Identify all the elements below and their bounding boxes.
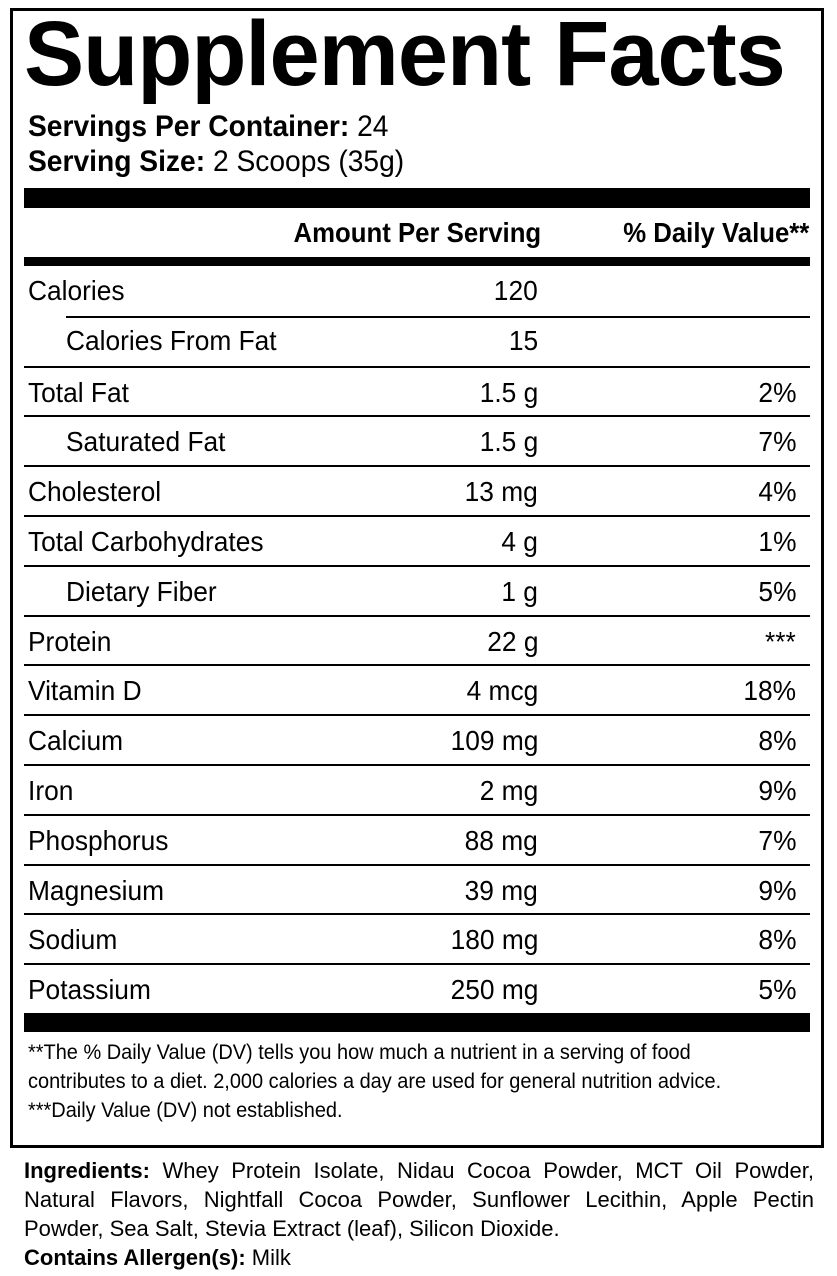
nutrient-amount: 15 bbox=[508, 324, 538, 356]
nutrient-name: Magnesium bbox=[28, 874, 165, 906]
nutrient-row: Vitamin D 4 mcg 18% bbox=[24, 664, 810, 714]
not-established-footnote: ***Daily Value (DV) not established. bbox=[28, 1099, 343, 1122]
panel-title: Supplement Facts bbox=[24, 3, 786, 105]
nutrient-daily-value: 7% bbox=[757, 426, 796, 458]
nutrient-amount: 39 mg bbox=[464, 874, 538, 906]
nutrient-name: Phosphorus bbox=[28, 824, 169, 856]
nutrient-daily-value: 5% bbox=[757, 575, 796, 607]
nutrient-row: Cholesterol 13 mg 4% bbox=[24, 465, 810, 515]
nutrient-table: Calories 120 Calories From Fat 15 Total Fat 1… bbox=[24, 266, 810, 1013]
nutrient-row: Dietary Fiber 1 g 5% bbox=[24, 564, 810, 615]
footnotes: **The % Daily Value (DV) tells you how m… bbox=[28, 1038, 769, 1125]
dv-footnote: **The % Daily Value (DV) tells you how m… bbox=[28, 1041, 722, 1093]
medium-divider bbox=[24, 257, 810, 266]
nutrient-row: Saturated Fat 1.5 g 7% bbox=[24, 415, 810, 465]
nutrient-row: Magnesium 39 mg 9% bbox=[24, 863, 810, 914]
allergens-value: Milk bbox=[251, 1245, 291, 1270]
nutrient-row: Total Carbohydrates 4 g 1% bbox=[24, 514, 810, 565]
nutrient-name: Saturated Fat bbox=[66, 426, 226, 458]
supplement-facts-panel bbox=[10, 8, 824, 1148]
nutrient-amount: 120 bbox=[494, 275, 538, 306]
nutrient-daily-value: 9% bbox=[757, 774, 796, 806]
nutrient-row: Calories 120 bbox=[24, 266, 810, 316]
nutrient-amount: 22 g bbox=[486, 625, 538, 657]
nutrient-name: Potassium bbox=[28, 974, 151, 1006]
nutrient-amount: 180 mg bbox=[450, 924, 538, 956]
nutrient-amount: 88 mg bbox=[464, 824, 538, 856]
nutrient-row: Total Fat 1.5 g 2% bbox=[24, 365, 810, 416]
nutrient-amount: 4 g bbox=[501, 525, 538, 557]
nutrient-daily-value: 8% bbox=[757, 725, 796, 757]
nutrient-row: Iron 2 mg 9% bbox=[24, 763, 810, 814]
nutrient-name: Calories bbox=[28, 275, 125, 306]
nutrient-row: Protein 22 g *** bbox=[24, 614, 810, 665]
nutrient-amount: 13 mg bbox=[464, 476, 538, 508]
nutrient-name: Vitamin D bbox=[28, 675, 142, 707]
nutrient-name: Iron bbox=[28, 774, 74, 806]
nutrient-name: Protein bbox=[28, 625, 112, 657]
nutrient-amount: 250 mg bbox=[450, 974, 538, 1006]
nutrient-amount: 1.5 g bbox=[479, 426, 538, 458]
nutrient-daily-value: 1% bbox=[757, 525, 796, 557]
nutrient-name: Cholesterol bbox=[28, 476, 162, 508]
nutrient-row: Potassium 250 mg 5% bbox=[24, 963, 810, 1013]
nutrient-name: Total Carbohydrates bbox=[28, 525, 264, 557]
nutrient-row: Sodium 180 mg 8% bbox=[24, 913, 810, 963]
nutrient-daily-value: 5% bbox=[757, 974, 796, 1006]
thick-divider bbox=[24, 1013, 810, 1032]
nutrient-amount: 1 g bbox=[501, 575, 538, 607]
serving-size: Serving Size: 2 Scoops (35g) bbox=[28, 145, 405, 178]
nutrient-daily-value: 4% bbox=[757, 476, 796, 508]
nutrient-row: Calories From Fat 15 bbox=[24, 315, 810, 366]
nutrient-row: Calcium 109 mg 8% bbox=[24, 714, 810, 764]
nutrient-amount: 1.5 g bbox=[479, 376, 538, 408]
nutrient-name: Total Fat bbox=[28, 376, 129, 408]
servings-per-container: Servings Per Container: 24 bbox=[28, 110, 389, 143]
nutrient-name: Sodium bbox=[28, 924, 118, 956]
nutrient-daily-value: *** bbox=[765, 625, 796, 657]
thick-divider bbox=[24, 188, 810, 208]
nutrient-daily-value: 7% bbox=[757, 824, 796, 856]
allergens-label: Contains Allergen(s): bbox=[24, 1245, 246, 1270]
nutrient-amount: 4 mcg bbox=[466, 675, 538, 707]
nutrient-amount: 2 mg bbox=[479, 774, 538, 806]
nutrient-amount: 109 mg bbox=[450, 725, 538, 757]
nutrient-daily-value: 2% bbox=[757, 376, 796, 408]
nutrient-daily-value: 18% bbox=[743, 675, 796, 707]
amount-per-serving-header: Amount Per Serving bbox=[293, 217, 541, 248]
nutrient-name: Dietary Fiber bbox=[66, 575, 217, 607]
nutrient-daily-value: 9% bbox=[757, 874, 796, 906]
nutrient-name: Calcium bbox=[28, 725, 124, 757]
nutrient-name: Calories From Fat bbox=[66, 324, 277, 356]
daily-value-header: % Daily Value** bbox=[622, 217, 809, 248]
nutrient-row: Phosphorus 88 mg 7% bbox=[24, 813, 810, 864]
nutrient-daily-value: 8% bbox=[757, 924, 796, 956]
ingredients: Ingredients: Whey Protein Isolate, Nidau… bbox=[24, 1158, 814, 1270]
